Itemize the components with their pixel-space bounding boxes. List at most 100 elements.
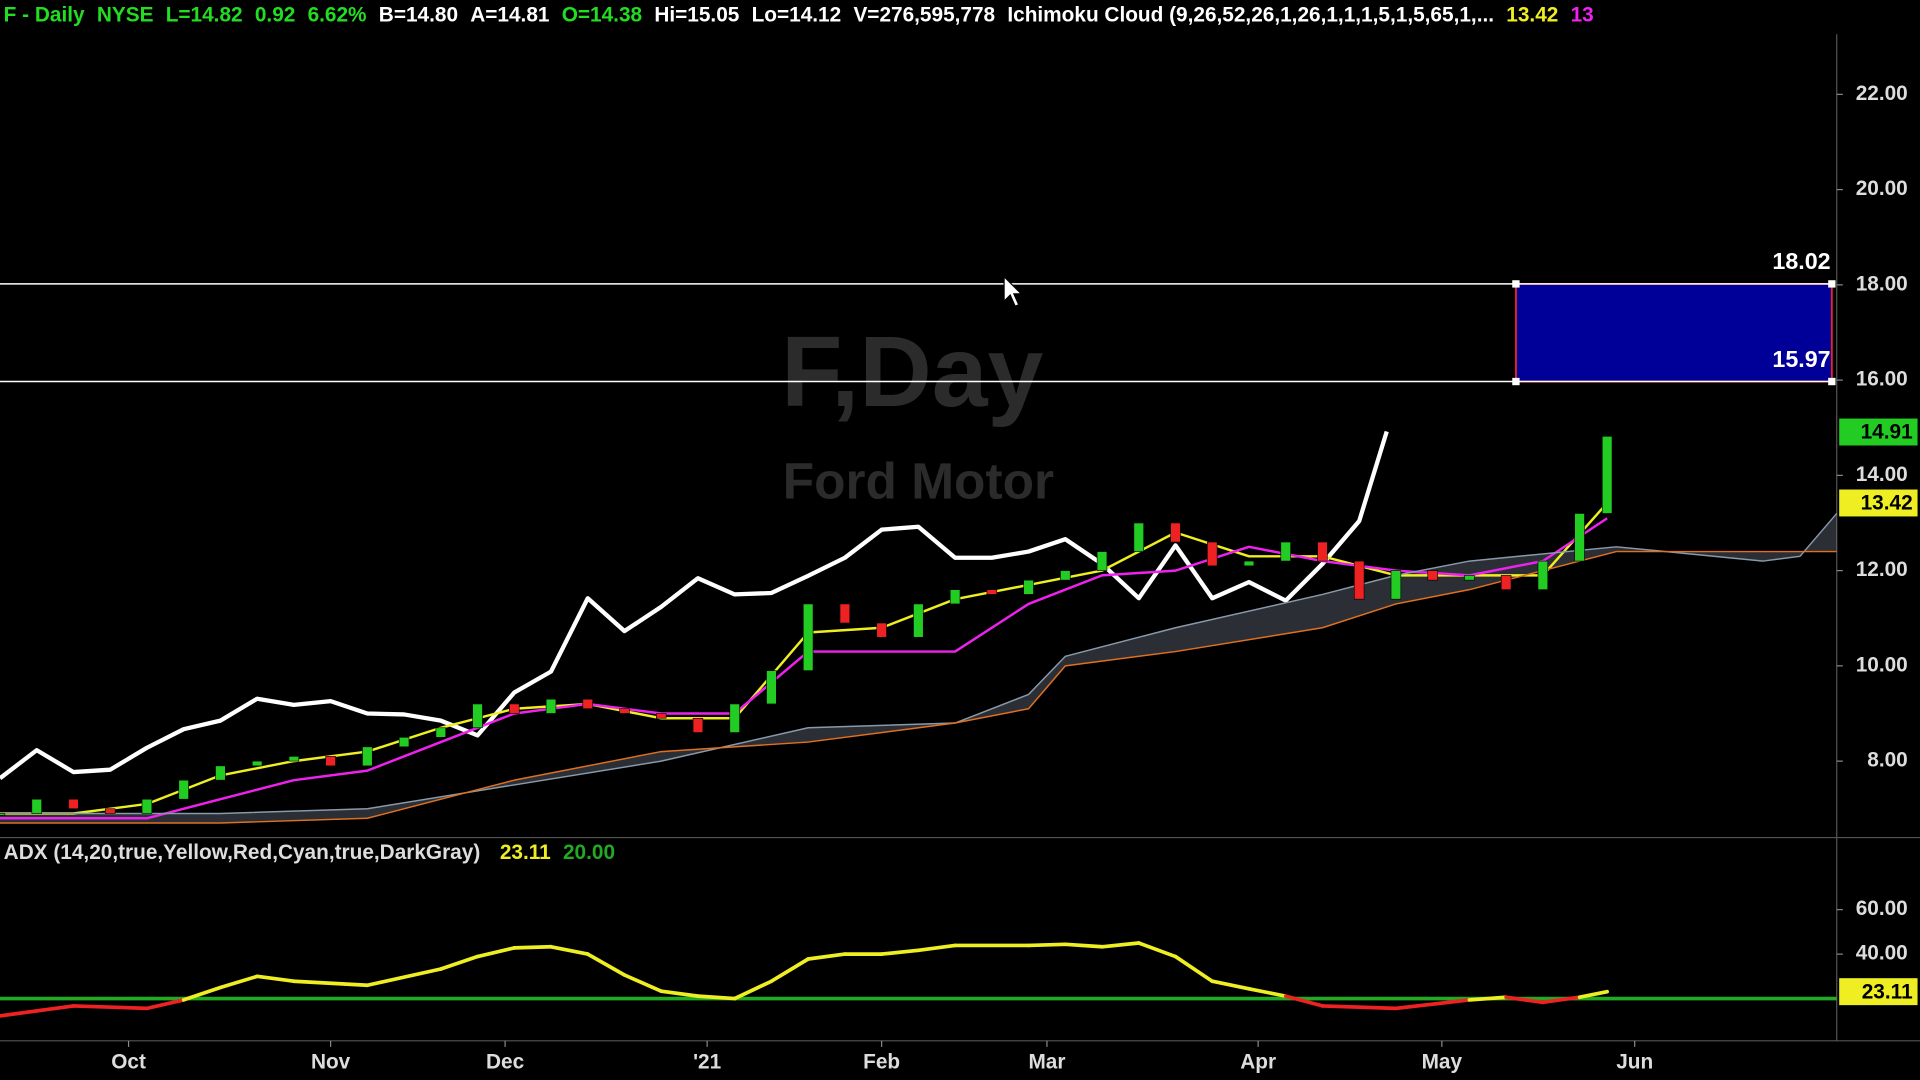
adx-segment (1467, 995, 1508, 1002)
header-field: Hi=15.05 (654, 3, 739, 26)
candle-body (1390, 570, 1402, 600)
candle-body (1427, 570, 1438, 581)
adx-segment (1394, 998, 1472, 1011)
y-tick-label: 22.00 (1856, 82, 1908, 105)
header-field: O=14.38 (562, 3, 642, 26)
x-tick-label: Dec (486, 1050, 524, 1073)
price-tag: 14.91 (1861, 421, 1913, 444)
handle (1828, 280, 1836, 288)
candle-body (766, 670, 777, 705)
handle (1512, 280, 1520, 288)
adx-segment (585, 952, 627, 977)
candle-body (1096, 551, 1108, 571)
candle-body (0, 813, 6, 816)
adx-segment (475, 946, 517, 959)
candle-body (802, 603, 814, 671)
series-line (0, 430, 1389, 780)
candle-body (362, 746, 373, 767)
price-tag-bg (1839, 418, 1918, 446)
adx-segment (71, 1004, 149, 1011)
candle-body (876, 622, 887, 638)
adx-segment (769, 957, 810, 984)
indicator-value: 23.11 (500, 841, 551, 864)
adx-segment (145, 998, 186, 1011)
candle-body (288, 756, 300, 762)
y-tick-label: 20.00 (1856, 177, 1908, 200)
candle-body (1500, 575, 1512, 590)
indicator-tag-bg (1839, 978, 1918, 1006)
adx-segment (1283, 994, 1325, 1008)
adx-segment (1577, 989, 1609, 1000)
adx-segment (181, 985, 223, 1002)
candle-body (251, 760, 263, 767)
header-field: 13.42 (1506, 3, 1558, 26)
adx-segment (255, 974, 296, 984)
candle-body (545, 698, 557, 714)
adx-segment (1100, 941, 1141, 949)
watermark-subtitle: Ford Motor (783, 451, 1054, 509)
indicator-tag: 13.42 (1861, 492, 1913, 515)
adx-segment (0, 1004, 76, 1018)
candle-body (68, 798, 79, 810)
candle-body (472, 703, 483, 729)
x-tick-label: May (1422, 1050, 1463, 1073)
adx-segment (1063, 942, 1104, 949)
candle-body (656, 713, 667, 719)
adx-segment (438, 954, 480, 971)
header-field: 13 (1571, 3, 1594, 26)
handle (1512, 377, 1520, 386)
candle-body (619, 708, 630, 714)
adx-segment (1136, 941, 1178, 959)
candle-body (582, 698, 593, 710)
series-line (0, 550, 1837, 824)
adx-segment (1247, 986, 1288, 998)
x-tick-label: '21 (693, 1050, 721, 1073)
candle-body (1060, 570, 1071, 581)
target-zone (1515, 282, 1833, 383)
x-tick-label: Jun (1616, 1050, 1653, 1073)
candle-body (913, 603, 924, 638)
x-tick-label: Mar (1028, 1050, 1065, 1073)
candle-body (31, 798, 42, 814)
indicator-tag-bg (1839, 489, 1918, 517)
candle-body (1464, 575, 1475, 581)
y-tick-label: 60.00 (1856, 897, 1908, 920)
candle-body (1280, 541, 1291, 562)
mouse-cursor (1003, 275, 1023, 307)
adx-segment (549, 944, 590, 956)
header-field: V=276,595,778 (853, 3, 995, 26)
candle-body (949, 589, 961, 605)
y-tick-label: 10.00 (1856, 653, 1908, 676)
candle-body (986, 589, 998, 595)
candle-body (692, 717, 704, 733)
adx-segment (512, 944, 553, 950)
y-tick-label: 8.00 (1867, 749, 1907, 772)
adx-segment (1210, 979, 1251, 991)
header-field: B=14.80 (379, 3, 458, 26)
candle-body (1353, 560, 1365, 600)
header-field: Ichimoku Cloud (9,26,52,26,1,26,1,1,1,5,… (1007, 3, 1494, 26)
y-tick-label: 14.00 (1856, 463, 1908, 486)
candle-body (215, 765, 226, 781)
candle-body (509, 703, 520, 714)
header-field: F - Daily (4, 3, 85, 26)
adx-segment (1504, 995, 1545, 1005)
adx-segment (696, 994, 737, 1001)
indicator-tag: 23.11 (1862, 980, 1913, 1003)
handle (1828, 377, 1836, 386)
candle-body (1170, 522, 1181, 543)
header-field: 0.92 (255, 3, 295, 26)
x-tick-label: Feb (863, 1050, 900, 1073)
candle-body (105, 808, 116, 814)
x-tick-label: Nov (311, 1050, 351, 1073)
adx-segment (218, 974, 259, 990)
candle-body (1133, 522, 1144, 552)
horizontal-line-label: 18.02 (1772, 248, 1830, 274)
header-field: 6.62% (308, 3, 367, 26)
candle-body (1537, 560, 1549, 590)
horizontal-line-label: 15.97 (1772, 346, 1830, 372)
candle-body (398, 736, 410, 748)
